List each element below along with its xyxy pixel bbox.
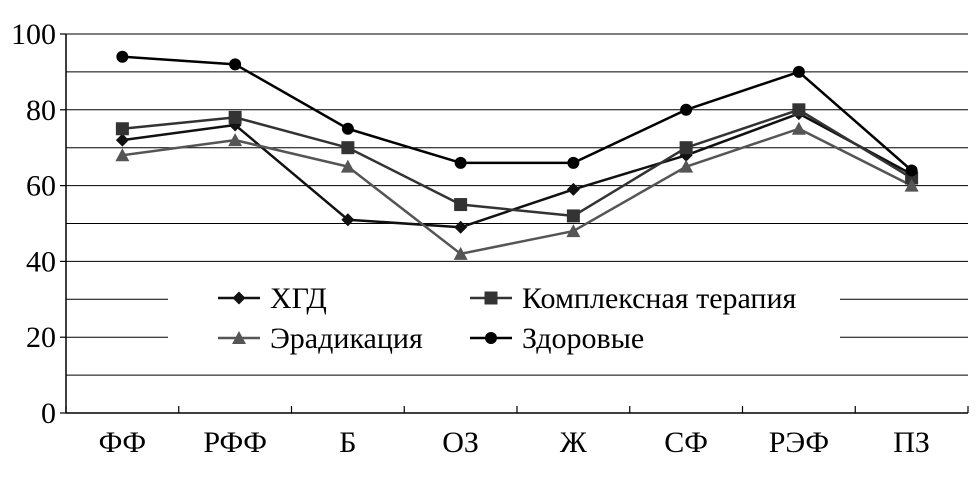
x-tick-label: РФФ	[203, 426, 267, 459]
legend-marker	[484, 291, 498, 305]
axes	[60, 33, 969, 414]
legend: ХГД Комплексная терапия Эрадикация Здоровые	[218, 282, 797, 355]
data-point-square	[454, 198, 468, 212]
data-point-triangle	[340, 159, 355, 173]
data-point-triangle	[791, 121, 806, 135]
legend-marker	[232, 291, 246, 305]
series-line-square	[122, 108, 913, 218]
data-point-square	[115, 122, 129, 136]
legend-item: ХГД	[218, 282, 327, 315]
data-point-circle	[567, 156, 580, 169]
tick-labels: 0 20 40 60 80 100 ФФ РФФ Б ОЗ Ж СФ РЭФ ПЗ	[11, 18, 930, 459]
x-tick-label: ОЗ	[442, 426, 479, 459]
gridlines	[66, 33, 968, 376]
data-point-triangle	[228, 133, 243, 147]
series-markers	[115, 50, 919, 260]
data-point-triangle	[453, 246, 468, 260]
data-point-circle	[792, 65, 805, 78]
data-point-circle	[341, 122, 354, 135]
series-line-circle	[122, 55, 913, 172]
x-tick-label: РЭФ	[769, 426, 829, 459]
series-line-diamond	[122, 112, 913, 229]
legend-label: Здоровые	[522, 322, 644, 355]
data-point-square	[228, 110, 242, 124]
data-point-triangle	[679, 159, 694, 173]
x-tick-label: Ж	[560, 426, 587, 459]
x-tick-label: СФ	[664, 426, 708, 459]
legend-marker	[232, 331, 246, 344]
data-point-circle	[229, 58, 242, 71]
legend-label: Комплексная терапия	[522, 282, 797, 315]
legend-item: Комплексная терапия	[470, 282, 797, 315]
x-tick-label: ФФ	[99, 426, 146, 459]
x-tick-label: Б	[339, 426, 356, 459]
legend-label: ХГД	[270, 282, 327, 315]
y-tick-label: 40	[26, 245, 56, 278]
series-line-triangle	[122, 127, 913, 256]
data-point-square	[341, 141, 355, 155]
data-point-diamond	[341, 213, 355, 227]
data-point-square	[792, 103, 806, 117]
data-point-square	[566, 209, 580, 223]
series-lines	[122, 55, 913, 256]
data-point-diamond	[566, 182, 580, 196]
data-point-circle	[680, 103, 693, 116]
y-tick-label: 0	[41, 397, 56, 430]
data-point-triangle	[115, 148, 130, 162]
data-point-diamond	[454, 220, 468, 234]
legend-label: Эрадикация	[270, 322, 423, 355]
legend-item: Эрадикация	[218, 322, 423, 355]
data-point-triangle	[904, 178, 919, 192]
data-point-circle	[116, 50, 129, 63]
data-point-circle	[905, 164, 918, 177]
data-point-square	[679, 141, 693, 155]
y-tick-label: 100	[11, 18, 56, 51]
x-tick-label: ПЗ	[893, 426, 930, 459]
legend-marker	[485, 332, 497, 344]
data-point-circle	[454, 156, 467, 169]
y-tick-label: 60	[26, 170, 56, 203]
y-tick-label: 80	[26, 94, 56, 127]
legend-item: Здоровые	[470, 322, 644, 355]
data-point-triangle	[566, 224, 581, 238]
data-point-diamond	[115, 133, 129, 147]
y-tick-label: 20	[26, 321, 56, 354]
